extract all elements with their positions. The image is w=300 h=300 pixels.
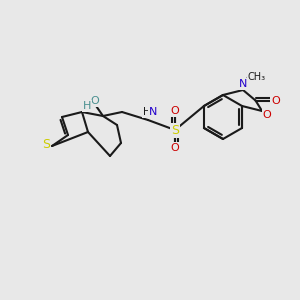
Text: S: S <box>42 139 50 152</box>
Text: S: S <box>171 124 179 136</box>
Text: O: O <box>263 110 272 120</box>
Text: O: O <box>271 95 280 106</box>
Text: O: O <box>171 106 179 116</box>
Text: H: H <box>143 107 151 117</box>
Text: O: O <box>91 96 99 106</box>
Text: N: N <box>239 79 247 89</box>
Text: O: O <box>171 143 179 153</box>
Text: N: N <box>149 107 157 117</box>
Text: CH₃: CH₃ <box>248 72 266 82</box>
Text: H: H <box>83 101 91 111</box>
